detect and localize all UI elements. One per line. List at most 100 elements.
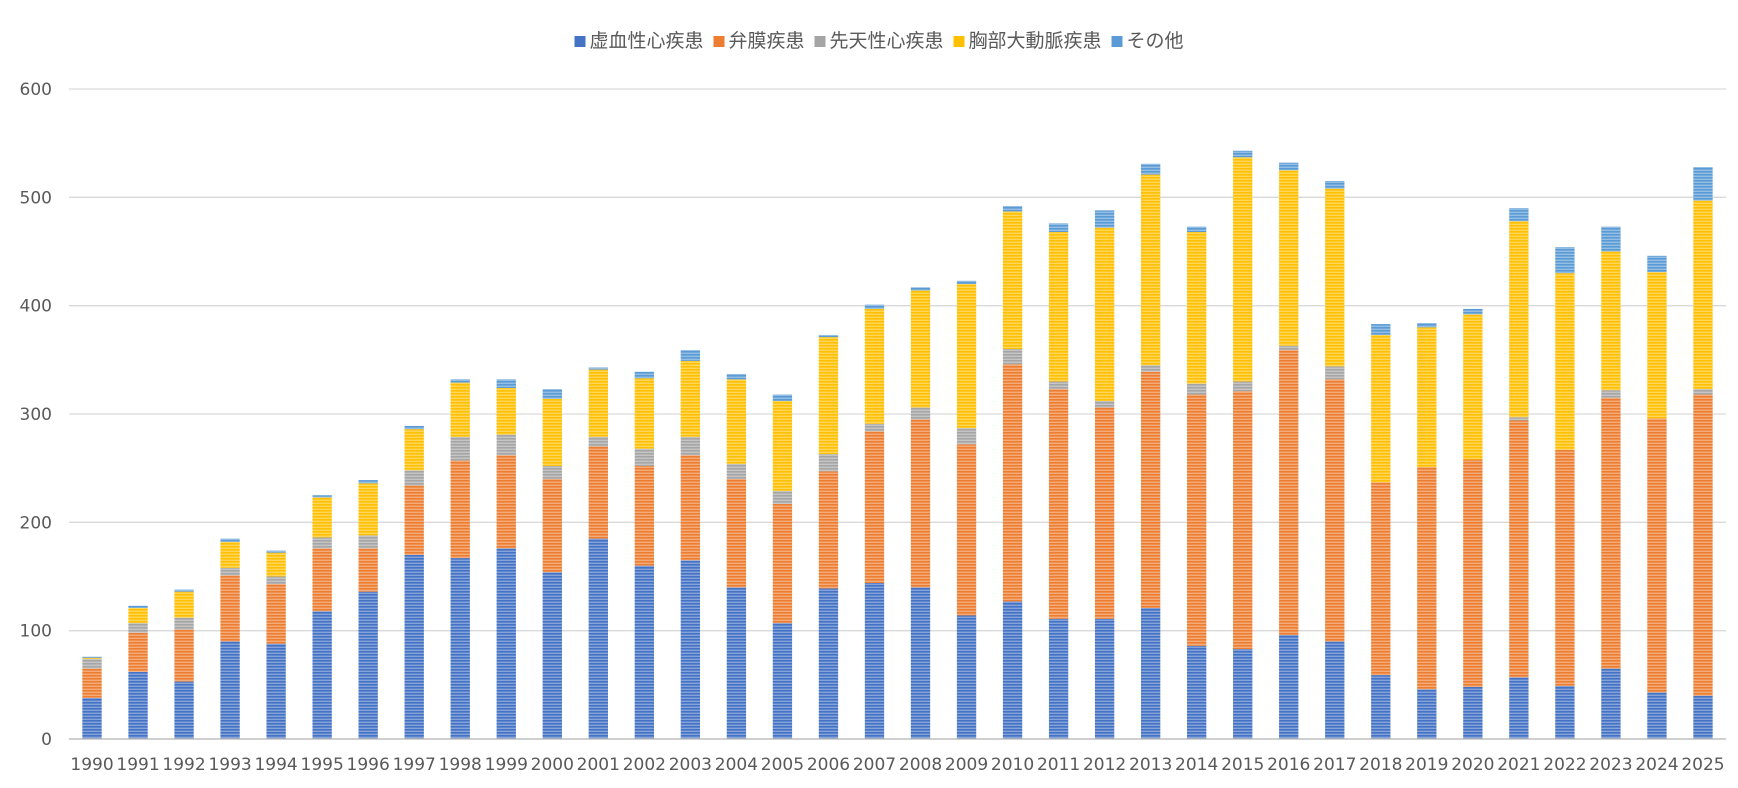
x-tick-label: 2018 bbox=[1359, 755, 1402, 775]
bar-segment bbox=[726, 587, 747, 739]
bar-segment bbox=[726, 379, 747, 464]
bar-stack-2025 bbox=[1693, 167, 1713, 739]
y-tick-label: 100 bbox=[20, 622, 52, 642]
bar-segment bbox=[312, 611, 332, 739]
bar-segment bbox=[1371, 334, 1391, 483]
x-tick-label: 1998 bbox=[439, 755, 482, 775]
bar-stack-2005 bbox=[772, 394, 793, 739]
x-tick-label: 1999 bbox=[485, 755, 528, 775]
bar-segment bbox=[910, 290, 931, 408]
x-tick-label: 2004 bbox=[715, 755, 758, 775]
bar-segment bbox=[726, 463, 747, 479]
bar-segment bbox=[1509, 208, 1529, 222]
bar-stack-2004 bbox=[726, 373, 747, 739]
bar-segment bbox=[496, 455, 516, 549]
bar-segment bbox=[450, 460, 470, 559]
bar-segment bbox=[312, 495, 332, 498]
legend: 虚血性心疾患 弁膜疾患 先天性心疾患 胸部大動脈疾患 その他 bbox=[574, 30, 1184, 52]
bar-segment bbox=[1509, 420, 1529, 678]
x-tick-label: 1996 bbox=[347, 755, 390, 775]
bar-segment bbox=[1048, 381, 1069, 390]
bar-segment bbox=[358, 548, 378, 592]
bar-stack-2017 bbox=[1325, 181, 1345, 739]
legend-swatch bbox=[814, 36, 826, 47]
bar-stack-1990 bbox=[82, 656, 102, 739]
bar-segment bbox=[1463, 459, 1483, 687]
legend-label: 虚血性心疾患 bbox=[590, 30, 704, 52]
bar-segment bbox=[772, 623, 793, 739]
bar-segment bbox=[956, 284, 977, 429]
bar-stack-1998 bbox=[450, 379, 470, 739]
bar-segment bbox=[1325, 188, 1345, 367]
bar-segment bbox=[1647, 272, 1667, 419]
bar-segment bbox=[404, 429, 424, 471]
y-axis-ticks: 0 100 200 300 400 500 600 bbox=[20, 80, 52, 750]
bar-segment bbox=[680, 455, 701, 561]
bar-segment bbox=[910, 587, 931, 739]
bar-segment bbox=[1417, 689, 1437, 739]
bar-segment bbox=[1325, 379, 1345, 642]
x-tick-label: 1991 bbox=[116, 755, 159, 775]
bar-segment bbox=[1693, 394, 1713, 696]
bar-segment bbox=[1233, 381, 1253, 392]
bar-segment bbox=[266, 552, 286, 577]
bar-stack-2006 bbox=[818, 334, 839, 739]
bar-segment bbox=[772, 401, 793, 491]
bar-segment bbox=[1002, 601, 1023, 739]
bar-segment bbox=[910, 287, 931, 291]
bar-stack-2000 bbox=[542, 389, 562, 739]
bar-stack-2024 bbox=[1647, 255, 1667, 739]
y-tick-label: 200 bbox=[20, 513, 52, 533]
bar-segment bbox=[1233, 649, 1253, 739]
x-tick-label: 2014 bbox=[1175, 755, 1218, 775]
bar-segment bbox=[818, 588, 839, 739]
bar-segment bbox=[542, 479, 562, 573]
bar-segment bbox=[174, 591, 194, 618]
bar-segment bbox=[358, 535, 378, 549]
bar-segment bbox=[1601, 390, 1621, 398]
bar-segment bbox=[82, 657, 102, 659]
bar-segment bbox=[1693, 695, 1713, 739]
legend-label: 先天性心疾患 bbox=[830, 30, 944, 52]
bar-segment bbox=[128, 632, 148, 672]
bar-segment bbox=[1463, 308, 1483, 315]
x-tick-label: 1995 bbox=[301, 755, 344, 775]
bar-stack-2022 bbox=[1555, 247, 1575, 739]
bar-segment bbox=[910, 419, 931, 588]
bar-segment bbox=[1417, 467, 1437, 690]
bar-segment bbox=[1371, 675, 1391, 739]
bar-segment bbox=[1279, 635, 1299, 739]
bar-segment bbox=[1325, 366, 1345, 380]
bar-segment bbox=[818, 337, 839, 455]
bar-segment bbox=[1279, 162, 1299, 171]
bar-stack-2020 bbox=[1463, 308, 1483, 739]
bar-segment bbox=[1417, 327, 1437, 468]
x-tick-label: 2016 bbox=[1267, 755, 1310, 775]
bar-segment bbox=[1693, 389, 1713, 395]
legend-item: 先天性心疾患 bbox=[814, 30, 944, 52]
y-tick-label: 500 bbox=[20, 188, 52, 208]
bar-segment bbox=[1647, 692, 1667, 739]
bar-segment bbox=[864, 308, 885, 424]
y-tick-label: 600 bbox=[20, 80, 52, 100]
bar-segment bbox=[174, 681, 194, 739]
bar-segment bbox=[496, 379, 516, 388]
bar-segment bbox=[588, 367, 608, 370]
bar-stack-1992 bbox=[174, 589, 194, 739]
bar-segment bbox=[1693, 200, 1713, 390]
bar-stack-2002 bbox=[634, 371, 655, 739]
bar-segment bbox=[1002, 364, 1023, 602]
bar-segment bbox=[1094, 618, 1115, 739]
bar-segment bbox=[1601, 226, 1621, 252]
bar-segment bbox=[1048, 232, 1069, 382]
bar-segment bbox=[1601, 397, 1621, 669]
bar-segment bbox=[956, 444, 977, 616]
bar-segment bbox=[312, 548, 332, 612]
bar-segment bbox=[1601, 251, 1621, 391]
bar-segment bbox=[542, 389, 562, 399]
bar-segment bbox=[1140, 163, 1161, 175]
bar-segment bbox=[128, 671, 148, 739]
bar-segment bbox=[864, 304, 885, 309]
bar-segment bbox=[1094, 401, 1115, 408]
legend-swatch bbox=[574, 36, 586, 47]
